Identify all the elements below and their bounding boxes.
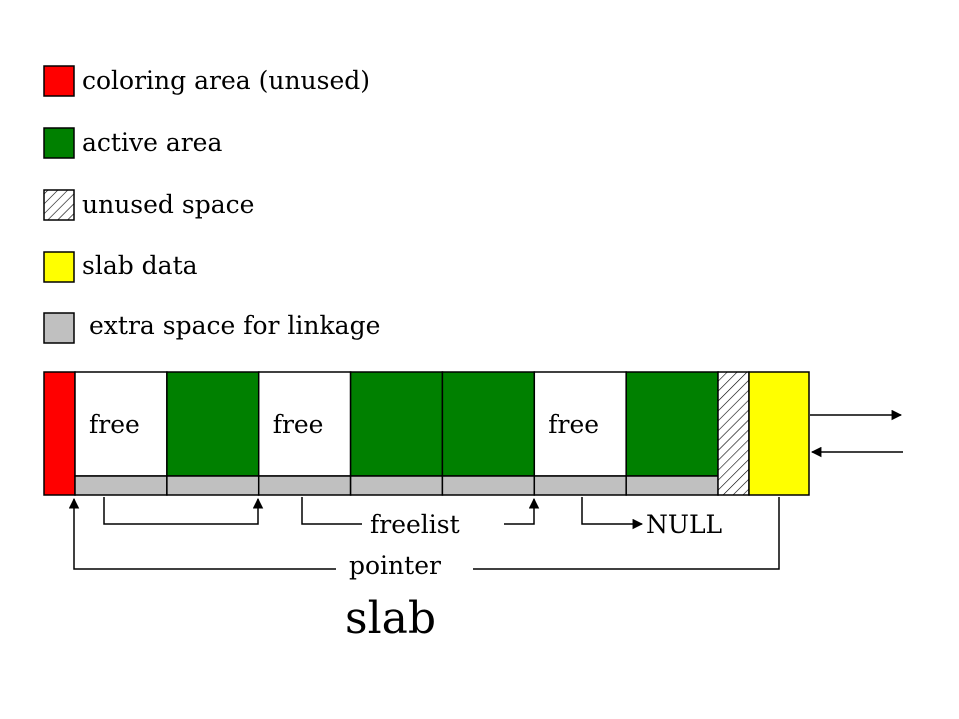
legend: coloring area (unused) active area unuse… bbox=[43, 65, 380, 344]
legend-swatch-unused bbox=[43, 189, 75, 221]
freelist-link-2 bbox=[301, 497, 362, 525]
free-object bbox=[74, 371, 168, 477]
legend-label-active: active area bbox=[82, 128, 222, 157]
unused-space bbox=[717, 371, 750, 496]
pointer-line-left bbox=[68, 497, 336, 570]
legend-swatch-coloring bbox=[43, 65, 75, 97]
freelist-link-3 bbox=[581, 497, 644, 530]
linkage-space bbox=[625, 475, 719, 496]
linkage-space bbox=[257, 475, 352, 496]
linkage-space bbox=[74, 475, 168, 496]
linkage-space bbox=[349, 475, 444, 496]
pointer-line-right bbox=[473, 497, 780, 570]
freelist-link-1 bbox=[103, 497, 264, 525]
active-object bbox=[441, 371, 536, 477]
legend-label-coloring: coloring area (unused) bbox=[82, 66, 370, 95]
legend-swatch-slab-data bbox=[43, 251, 75, 283]
legend-label-linkage: extra space for linkage bbox=[89, 311, 380, 340]
active-object bbox=[625, 371, 719, 477]
slab-bar: free free free bbox=[43, 371, 810, 496]
linkage-space bbox=[441, 475, 536, 496]
free-label: free bbox=[548, 410, 599, 439]
active-object bbox=[349, 371, 444, 477]
pointer-label: pointer bbox=[349, 551, 441, 580]
legend-swatch-linkage bbox=[43, 312, 75, 344]
null-label: NULL bbox=[646, 510, 722, 539]
free-label: free bbox=[89, 410, 140, 439]
free-object bbox=[257, 371, 352, 477]
linkage-space bbox=[166, 475, 260, 496]
free-object bbox=[533, 371, 627, 477]
linkage-space bbox=[533, 475, 627, 496]
legend-swatch-active bbox=[43, 127, 75, 159]
legend-label-unused: unused space bbox=[82, 190, 254, 219]
slab-data bbox=[748, 371, 810, 496]
coloring-area bbox=[43, 371, 76, 496]
freelist-label: freelist bbox=[370, 510, 460, 539]
legend-label-slab-data: slab data bbox=[82, 251, 198, 280]
freelist-link-2b bbox=[504, 497, 540, 525]
free-label: free bbox=[273, 410, 324, 439]
active-object bbox=[166, 371, 260, 477]
diagram-title: slab bbox=[345, 593, 436, 644]
